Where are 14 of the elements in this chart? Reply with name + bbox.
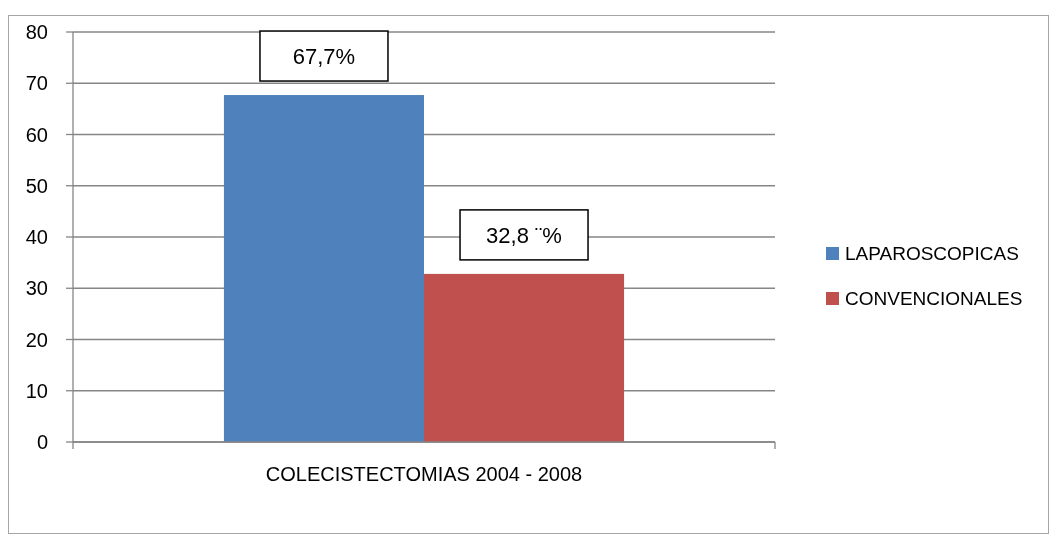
y-tick-label: 0 [36, 431, 48, 453]
data-label: 32,8 ¨% [486, 222, 562, 248]
x-tick-label: COLECISTECTOMIAS 2004 - 2008 [265, 463, 583, 485]
y-tick-label: 30 [25, 277, 48, 300]
y-tick-label: 60 [25, 123, 48, 146]
y-tick-label: 20 [25, 328, 48, 351]
y-tick-label: 50 [25, 174, 48, 197]
y-tick-label: 80 [25, 21, 48, 43]
legend-label: LAPAROSCOPICAS [845, 243, 1019, 265]
legend-label: CONVENCIONALES [845, 288, 1023, 310]
y-tick-label: 70 [25, 72, 48, 95]
data-label: 67,7% [292, 43, 356, 69]
y-tick-label: 40 [25, 226, 48, 248]
y-tick-label: 10 [25, 379, 48, 402]
